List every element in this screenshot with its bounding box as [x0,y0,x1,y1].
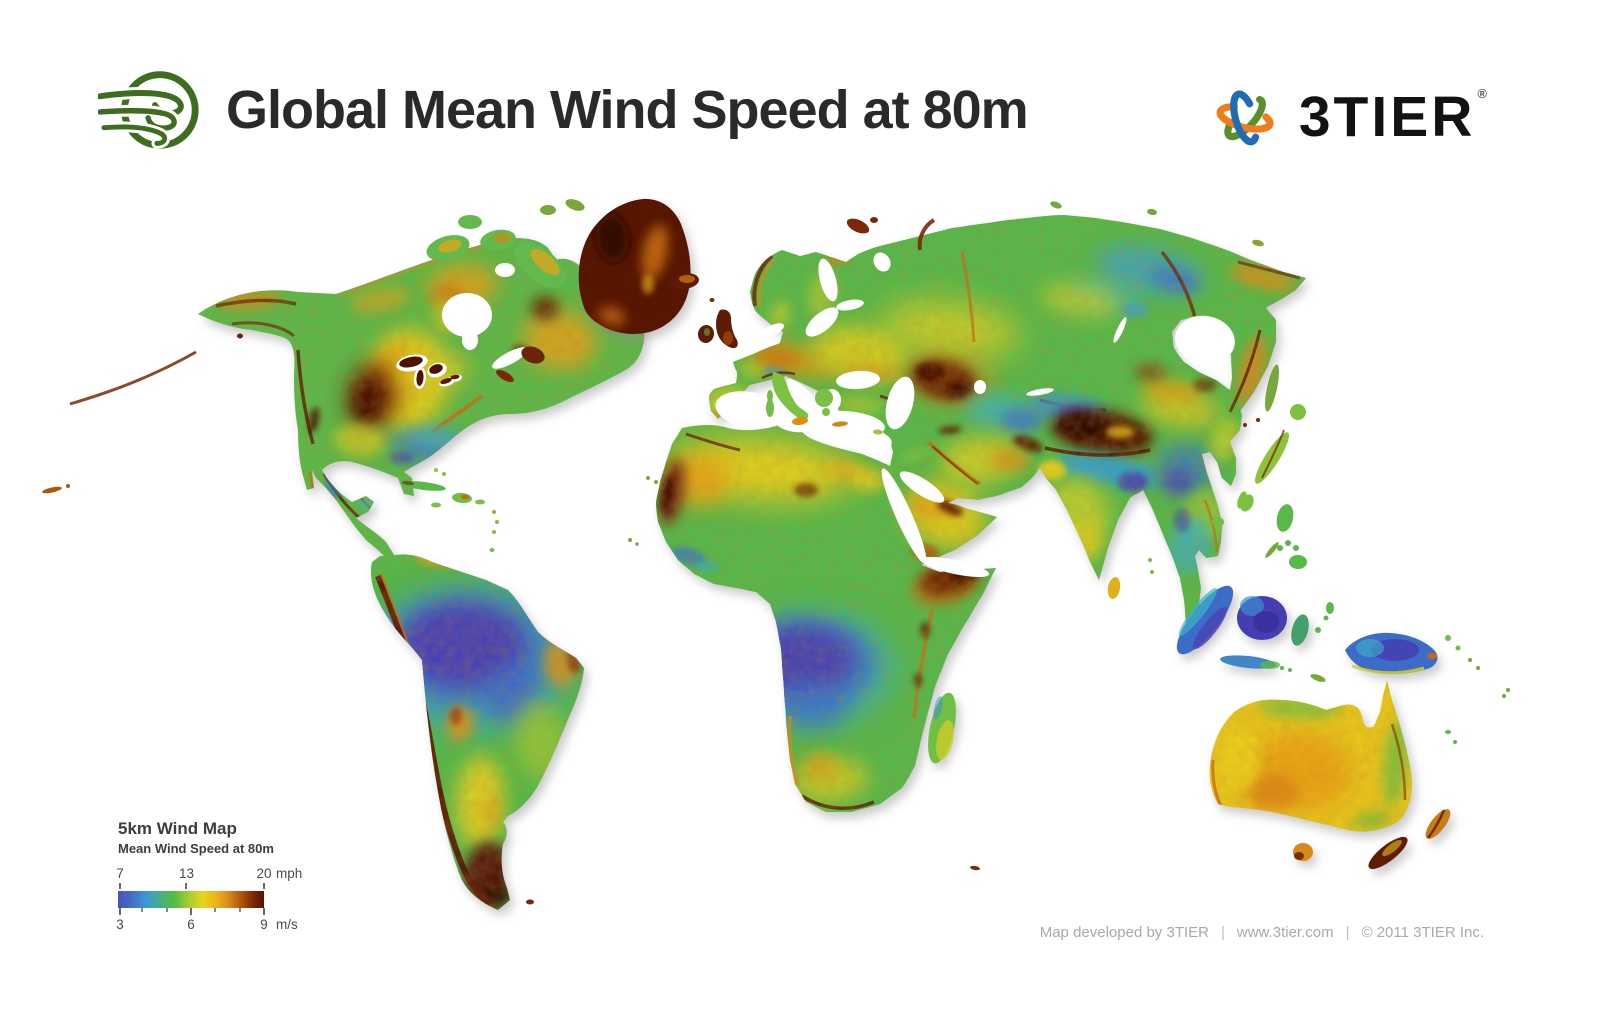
footer-credit: Map developed by 3TIER [1039,924,1209,941]
header: Global Mean Wind Speed at 80m [98,60,1029,160]
legend-gradient-bar [118,891,264,908]
footer-credits: Map developed by 3TIER | www.3tier.com | © 2… [1040,924,1484,941]
mediterranean-lands [399,356,883,435]
region-south-america [370,554,584,910]
legend-ms-row: 3 6 9 m/s [116,917,298,933]
mph-tick-20: 20 [256,866,272,881]
footer-url: www.3tier.com [1236,924,1334,941]
footer-separator: | [1345,924,1350,941]
ms-tick-3: 3 [116,917,124,932]
legend-subtitle: Mean Wind Speed at 80m [118,841,274,856]
3tier-swoosh-icon [1216,90,1274,146]
legend-title: 5km Wind Map [118,819,237,838]
legend: 5km Wind Map Mean Wind Speed at 80m 7 13… [116,819,358,933]
islands [42,199,1510,905]
mph-unit: mph [276,866,303,881]
footer-separator: | [1220,924,1225,941]
region-australia [1209,680,1412,832]
ms-tick-9: 9 [260,917,268,932]
legend-scale: 7 13 20 mph 3 6 9 m/s [116,866,302,933]
brand-logo: 3TIER ® [1209,74,1490,160]
registered-mark: ® [1477,86,1490,101]
legend-ticks-top [118,883,265,890]
legend-mph-row: 7 13 20 mph [116,866,302,882]
ms-unit: m/s [276,917,298,932]
mph-tick-13: 13 [178,866,194,881]
legend-ticks-bottom [118,908,265,916]
brand-name: 3TIER ® [1298,85,1490,149]
footer-copyright: © 2011 3TIER Inc. [1361,924,1485,941]
ms-tick-6: 6 [187,917,195,932]
page-title: Global Mean Wind Speed at 80m [226,80,1029,140]
mph-tick-7: 7 [116,866,124,881]
wind-icon [98,71,199,149]
